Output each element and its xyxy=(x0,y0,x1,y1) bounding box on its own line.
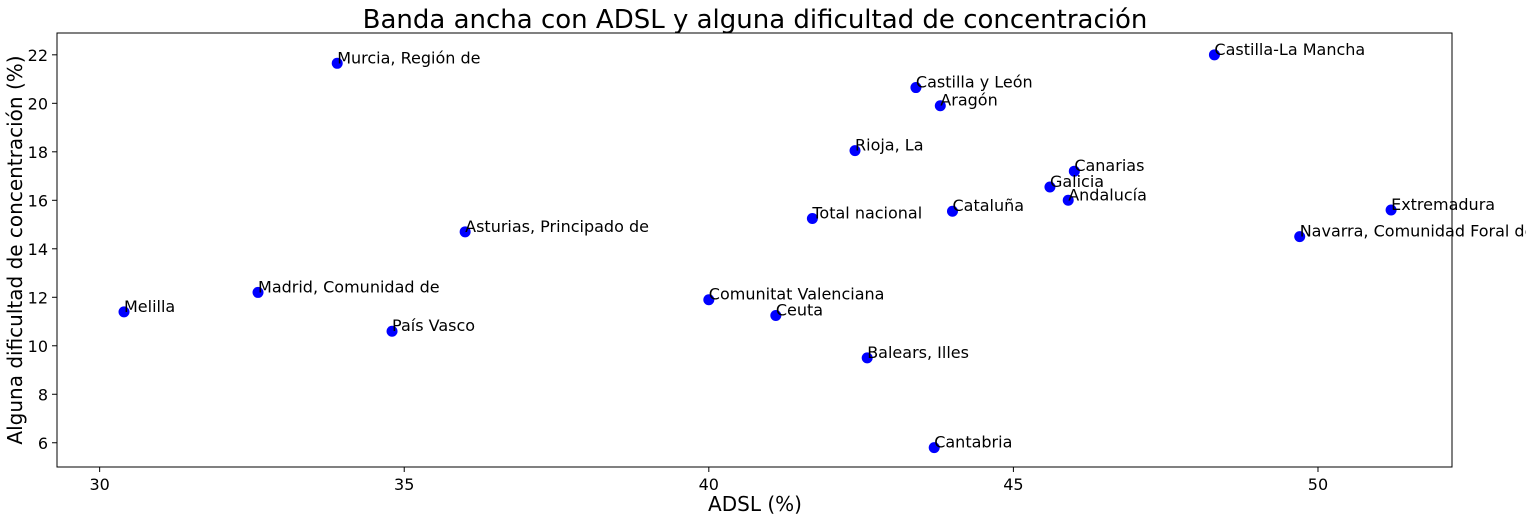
data-point xyxy=(946,205,958,217)
data-point-label: Cataluña xyxy=(952,196,1024,215)
data-point xyxy=(1068,165,1080,177)
data-point-label: Madrid, Comunidad de xyxy=(258,277,440,296)
data-point xyxy=(928,442,940,454)
data-point xyxy=(252,286,264,298)
data-point xyxy=(849,145,861,157)
data-point-label: Castilla y León xyxy=(916,73,1033,92)
data-point-label: Balears, Illes xyxy=(867,343,969,362)
data-point xyxy=(934,100,946,112)
y-tick-label: 14 xyxy=(28,240,48,259)
data-point-label: Cantabria xyxy=(934,433,1012,452)
data-point-label: Andalucía xyxy=(1068,185,1147,204)
data-point xyxy=(1385,204,1397,216)
y-tick-label: 20 xyxy=(28,94,48,113)
data-point xyxy=(386,325,398,337)
data-point-label: Galicia xyxy=(1050,172,1104,191)
data-points: Murcia, Región de Castilla-La Mancha Casti… xyxy=(118,40,1526,454)
x-tick-label: 50 xyxy=(1308,475,1328,494)
data-point xyxy=(118,306,130,318)
y-axis: 6 8 10 12 14 16 18 20 22 xyxy=(28,46,57,453)
y-tick-label: 16 xyxy=(28,191,48,210)
data-point-label: Ceuta xyxy=(776,300,823,319)
data-point-label: Rioja, La xyxy=(855,136,924,155)
y-tick-label: 6 xyxy=(38,434,48,453)
y-axis-label: Alguna dificultad de concentración (%) xyxy=(3,55,27,444)
data-point-label: Extremadura xyxy=(1391,195,1495,214)
data-point-label: Asturias, Principado de xyxy=(465,217,649,236)
data-point-label: Castilla-La Mancha xyxy=(1214,40,1365,59)
data-point-label: Murcia, Región de xyxy=(337,48,480,67)
data-point-label: País Vasco xyxy=(392,316,475,335)
data-point xyxy=(703,294,715,306)
y-tick-label: 22 xyxy=(28,46,48,65)
data-point-label: Navarra, Comunidad Foral de xyxy=(1300,222,1526,241)
x-tick-label: 30 xyxy=(89,475,109,494)
data-point xyxy=(910,82,922,94)
data-point xyxy=(861,352,873,364)
data-point xyxy=(459,226,471,238)
x-tick-label: 40 xyxy=(699,475,719,494)
data-point-label: Comunitat Valenciana xyxy=(709,285,885,304)
data-point xyxy=(331,57,343,69)
y-tick-label: 8 xyxy=(38,385,48,404)
x-axis: 30 35 40 45 50 xyxy=(89,467,1328,494)
y-tick-label: 10 xyxy=(28,337,48,356)
data-point xyxy=(1294,231,1306,243)
data-point xyxy=(1044,181,1056,193)
data-point-label: Total nacional xyxy=(811,203,922,222)
plot-area xyxy=(56,32,1453,468)
data-point xyxy=(1208,49,1220,61)
data-point-label: Canarias xyxy=(1074,156,1144,175)
data-point xyxy=(1062,194,1074,206)
x-tick-label: 35 xyxy=(394,475,414,494)
data-point xyxy=(806,212,818,224)
data-point-label: Aragón xyxy=(940,91,997,110)
chart-title: Banda ancha con ADSL y alguna dificultad… xyxy=(363,5,1148,35)
y-tick-label: 12 xyxy=(28,288,48,307)
data-point xyxy=(770,309,782,321)
data-point-label: Melilla xyxy=(124,297,175,316)
x-axis-label: ADSL (%) xyxy=(708,492,802,516)
x-tick-label: 45 xyxy=(1003,475,1023,494)
y-tick-label: 18 xyxy=(28,143,48,162)
